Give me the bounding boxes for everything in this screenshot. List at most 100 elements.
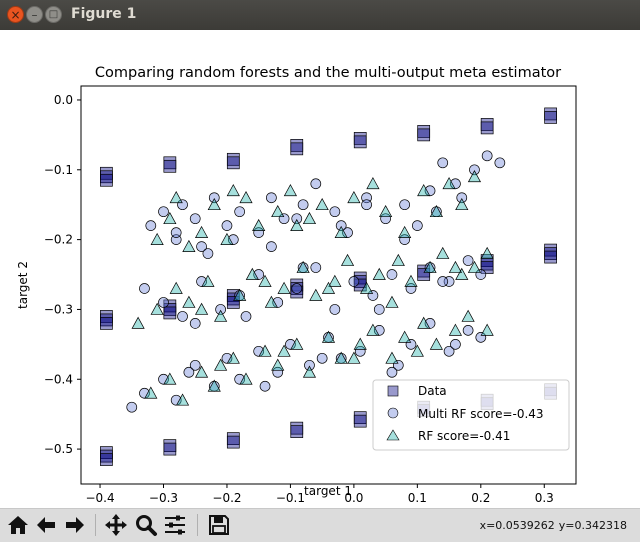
legend-box [372,379,570,451]
data-point-rf [366,323,380,336]
data-point-data [100,173,113,187]
data-point-multi_rf [304,359,315,371]
data-point-rf [334,225,348,238]
data-point-rf [353,337,367,350]
data-point-multi_rf [475,332,487,343]
data-point-rf [239,372,253,385]
data-point-multi_rf [202,248,214,259]
data-point-data [100,453,113,466]
data-point-rf [264,295,278,308]
data-point-rf [359,281,374,294]
data-point-multi_rf [196,241,207,252]
data-point-rf [321,281,336,294]
data-point-rf [239,190,253,204]
data-point-rf [442,177,456,190]
x-tick-label: 0.2 [471,491,490,505]
home-icon[interactable] [6,513,30,537]
data-point-multi_rf [259,380,271,392]
data-point-rf [277,344,291,357]
forward-arrow-icon[interactable] [63,513,87,537]
data-point-data [290,425,304,438]
x-tick-label: 0.3 [535,491,554,505]
data-point-multi_rf [462,255,474,266]
data-point-multi_rf [272,366,284,378]
configure-subplots-icon[interactable] [163,513,187,537]
back-arrow-icon[interactable] [34,513,58,537]
data-point-data [290,142,304,156]
y-tick-label: −0.1 [44,163,73,177]
toolbar-separator [197,514,198,536]
data-point-rf [277,281,291,294]
data-point-multi_rf [462,325,474,336]
zoom-magnifier-icon[interactable] [134,513,158,537]
data-point-rf [467,260,482,273]
data-point-multi_rf [253,227,265,238]
data-point-multi_rf [266,192,277,204]
window-minimize-button[interactable]: – [26,6,43,23]
data-point-rf [169,281,183,294]
data-point-rf [131,316,145,329]
data-point-rf [455,197,469,211]
cursor-coordinates: x=0.0539262 y=0.342318 [476,519,627,532]
data-point-rf [207,197,221,211]
data-point-rf [163,211,177,225]
data-point-rf [182,239,196,252]
data-point-rf [404,274,418,287]
cursor-y-readout: y=0.342318 [558,519,627,532]
data-point-rf [398,330,412,343]
x-axis-label: target 1 [304,484,352,498]
data-point-rf [391,253,405,266]
data-point-multi_rf [126,401,138,413]
data-point-rf [207,379,221,392]
data-point-multi_rf [361,199,372,211]
window-title: Figure 1 [71,6,137,22]
window-close-button[interactable]: × [7,6,24,23]
data-point-data [417,128,431,142]
data-point-multi_rf [234,206,246,218]
data-point-rf [214,358,228,371]
scatter-plot: Comparing random forests and the multi-o… [16,65,577,505]
data-point-multi_rf [291,213,303,225]
data-point-rf [290,218,304,231]
data-point-rf [214,309,228,322]
series-rf [131,170,494,406]
x-tick-label: −0.4 [85,491,114,505]
data-point-multi_rf [443,276,455,287]
data-point-multi_rf [158,297,169,308]
data-point-multi_rf [335,220,347,231]
pan-move-icon[interactable] [104,513,128,537]
data-point-multi_rf [329,304,341,315]
data-point-multi_rf [310,178,322,190]
series-multi_rf [126,150,506,413]
window-titlebar: × – □ Figure 1 [0,0,640,30]
data-point-multi_rf [367,290,379,301]
data-point-multi_rf [189,318,201,329]
data-point-rf [194,302,209,315]
save-floppy-icon[interactable] [207,513,231,537]
data-point-multi_rf [399,234,411,245]
data-point-multi_rf [291,283,303,294]
x-tick-label: −0.3 [149,491,178,505]
data-point-rf [480,323,494,336]
data-point-data [163,306,177,320]
data-point-rf [182,295,196,308]
data-point-rf [347,190,361,204]
axes-frame [80,85,577,485]
data-point-rf [271,204,285,218]
data-point-multi_rf [437,276,449,287]
window-maximize-button[interactable]: □ [45,6,62,23]
legend-label-rf: RF score=-0.41 [418,429,510,443]
data-point-multi_rf [297,199,309,211]
data-point-multi_rf [450,339,461,350]
data-point-multi_rf [208,192,220,204]
data-point-rf [398,225,412,238]
data-point-rf [461,309,475,322]
data-point-rf [347,351,361,364]
data-point-data [544,250,557,264]
data-point-rf [201,274,215,287]
data-point-multi_rf [386,269,398,280]
data-point-data [544,111,557,124]
data-point-rf [144,386,158,399]
figure-canvas[interactable]: Comparing random forests and the multi-o… [0,30,640,508]
data-point-multi_rf [158,206,169,218]
